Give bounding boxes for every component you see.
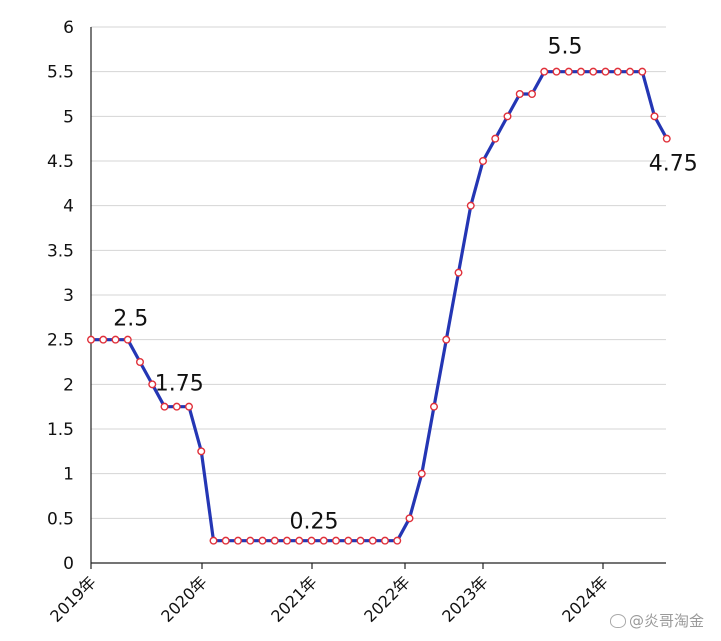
data-point (172, 402, 181, 411)
data-point (307, 536, 316, 545)
x-tick-label: 2024年 (558, 572, 612, 626)
data-point (332, 536, 341, 545)
y-tick-label: 3.5 (47, 241, 74, 261)
axes (90, 27, 666, 564)
data-point (577, 67, 586, 76)
data-point (430, 402, 439, 411)
watermark-text: @炎哥淘金 (629, 612, 705, 630)
data-point (123, 335, 132, 344)
y-tick-label: 1 (63, 465, 74, 485)
data-point (135, 358, 144, 367)
x-tick-label: 2020年 (157, 572, 211, 626)
data-point (626, 67, 635, 76)
data-point (86, 335, 95, 344)
data-point (209, 536, 218, 545)
data-point (258, 536, 267, 545)
x-tick-labels: 2019年 2020年 2021年 2022年 2023年 2024年 (46, 563, 612, 626)
data-point (184, 402, 193, 411)
data-point (246, 536, 255, 545)
data-point (650, 112, 659, 121)
data-point (552, 67, 561, 76)
data-point (589, 67, 598, 76)
data-point (356, 536, 365, 545)
y-tick-label: 6 (63, 18, 74, 38)
data-point (613, 67, 622, 76)
data-point (319, 536, 328, 545)
data-point (221, 536, 230, 545)
x-tick-label: 2023年 (438, 572, 492, 626)
data-label: 4.75 (649, 152, 698, 177)
y-tick-label: 1.5 (47, 420, 74, 440)
data-label: 0.25 (290, 510, 339, 535)
y-tick-label: 5.5 (47, 63, 74, 83)
y-tick-label: 4.5 (47, 152, 74, 172)
y-tick-label: 4 (63, 197, 74, 217)
data-point (197, 447, 206, 456)
data-point (638, 67, 647, 76)
data-point (564, 67, 573, 76)
data-point (491, 134, 500, 143)
data-point (466, 201, 475, 210)
y-tick-label: 2 (63, 375, 74, 395)
data-point (368, 536, 377, 545)
grid-lines (91, 26, 666, 564)
watermark: @炎哥淘金 (610, 610, 704, 631)
data-point (503, 112, 512, 121)
x-tick-label: 2022年 (360, 572, 414, 626)
data-point (393, 536, 402, 545)
data-point (515, 89, 524, 98)
data-point (479, 156, 488, 165)
data-annotations: 2.5 1.75 0.25 5.5 4.75 (113, 35, 697, 535)
data-point (283, 536, 292, 545)
data-point (233, 536, 242, 545)
x-tick-label: 2019年 (46, 572, 100, 626)
data-point (405, 514, 414, 523)
data-point (417, 469, 426, 478)
data-point (442, 335, 451, 344)
data-point (111, 335, 120, 344)
data-point (540, 67, 549, 76)
data-point (148, 380, 157, 389)
y-tick-label: 2.5 (47, 331, 74, 351)
weibo-icon (610, 613, 626, 628)
data-point (295, 536, 304, 545)
data-point (160, 402, 169, 411)
y-tick-label: 3 (63, 286, 74, 306)
series-line (91, 70, 669, 543)
data-label: 2.5 (113, 307, 148, 332)
data-point (662, 134, 671, 143)
data-point (99, 335, 108, 344)
x-tick-label: 2021年 (267, 572, 321, 626)
data-points (86, 67, 671, 545)
data-point (381, 536, 390, 545)
y-tick-label: 0.5 (47, 509, 74, 529)
data-point (528, 89, 537, 98)
data-label: 1.75 (155, 372, 204, 397)
data-label: 5.5 (548, 35, 583, 60)
data-point (454, 268, 463, 277)
y-tick-label: 5 (63, 107, 74, 127)
y-tick-labels: 0 0.5 1 1.5 2 2.5 3 3.5 4 4.5 5 5.5 6 (47, 18, 74, 574)
data-point (344, 536, 353, 545)
y-tick-label: 0 (63, 554, 74, 574)
data-point (270, 536, 279, 545)
data-point (601, 67, 610, 76)
